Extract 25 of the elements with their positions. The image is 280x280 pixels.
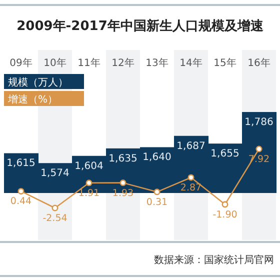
data-label: 1,687: [176, 140, 206, 152]
data-label: 1,615: [6, 158, 36, 170]
x-tick-label: 09年: [10, 57, 32, 69]
x-tick-label: 15年: [214, 57, 236, 69]
x-tick-label: 16年: [248, 57, 270, 69]
x-tick-label: 11年: [78, 57, 100, 69]
data-label: 0.44: [10, 196, 32, 208]
data-label: 1,655: [210, 148, 240, 160]
x-tick-label: 10年: [44, 57, 66, 69]
data-label: 1,640: [142, 152, 172, 164]
text: 规模（万人）: [8, 76, 68, 88]
x-tick-label: 12年: [112, 57, 134, 69]
data-label: 1,574: [40, 168, 70, 180]
chart-title: 2009年-2017年中国新生人口规模及增速: [16, 18, 264, 34]
text: 增速（%）: [7, 94, 58, 106]
x-tick-label: 14年: [180, 57, 202, 69]
x-tick-label: 13年: [146, 57, 168, 69]
source-note: 数据来源：国家统计局官网: [154, 254, 274, 266]
data-label: -1.90: [212, 209, 238, 220]
data-label: 1,604: [74, 160, 104, 172]
data-label: 1,635: [108, 153, 138, 164]
data-label: 2.87: [180, 182, 202, 194]
data-label: -2.54: [42, 213, 68, 224]
data-label: 0.31: [146, 196, 168, 208]
data-label: 1,786: [244, 117, 274, 128]
